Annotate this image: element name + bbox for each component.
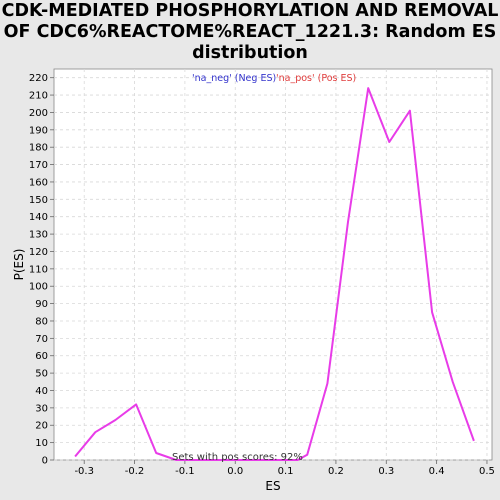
x-tick-label: -0.2 <box>125 466 145 477</box>
y-tick-label: 100 <box>29 282 48 293</box>
y-tick-label: 150 <box>29 195 48 206</box>
y-tick-label: 10 <box>35 438 48 449</box>
x-tick-label: 0.0 <box>227 466 243 477</box>
y-axis-label: P(ES) <box>12 249 26 281</box>
y-tick-label: 50 <box>35 369 48 380</box>
y-tick-label: 210 <box>29 91 48 102</box>
chart-title-line-3: distribution <box>192 43 308 63</box>
x-tick-label: -0.3 <box>74 466 94 477</box>
grid-lines <box>54 69 492 461</box>
y-tick-label: 20 <box>35 421 48 432</box>
y-tick-label: 180 <box>29 143 48 154</box>
axes: 0 10 20 30 40 50 60 70 80 90 100 110 120 130 140 150 160… <box>29 73 495 477</box>
x-tick-label: 0.3 <box>378 466 394 477</box>
x-tick-label: 0.2 <box>328 466 344 477</box>
y-tick-label: 200 <box>29 108 48 119</box>
chart-title-line-2: OF CDC6%REACTOME%REACT_1221.3: Random ES <box>3 22 497 42</box>
legend-entry-na-neg: 'na_neg' (Neg ES) <box>192 73 276 84</box>
series-layer <box>74 87 475 461</box>
y-tick-label: 90 <box>35 299 48 310</box>
legend-entry-na-pos: 'na_pos' (Pos ES) <box>276 73 356 84</box>
y-tick-label: 0 <box>42 456 48 467</box>
y-tick-label: 120 <box>29 247 48 258</box>
chart-title-line-1: CDK-MEDIATED PHOSPHORYLATION AND REMOVAL <box>1 1 499 21</box>
x-tick-label: 0.4 <box>429 466 445 477</box>
pos-score-annotation: Sets with pos scores: 92% <box>172 452 303 463</box>
chart-title: CDK-MEDIATED PHOSPHORYLATION AND REMOVAL… <box>0 1 500 64</box>
y-tick-label: 70 <box>35 334 48 345</box>
y-tick-label: 110 <box>29 264 48 275</box>
y-tick-label: 130 <box>29 230 48 241</box>
legend: 'na_neg' (Neg ES) 'na_pos' (Pos ES) <box>192 73 356 84</box>
series-line <box>74 87 475 461</box>
y-tick-label: 30 <box>35 403 48 414</box>
x-tick-label: 0.5 <box>479 466 495 477</box>
x-axis-label: ES <box>265 479 280 493</box>
y-tick-label: 160 <box>29 177 48 188</box>
x-tick-label: 0.1 <box>278 466 294 477</box>
y-tick-label: 40 <box>35 386 48 397</box>
y-tick-label: 220 <box>29 73 48 84</box>
plot-area <box>53 68 493 461</box>
y-tick-label: 140 <box>29 212 48 223</box>
y-tick-label: 190 <box>29 125 48 136</box>
x-tick-label: -0.1 <box>175 466 195 477</box>
y-tick-label: 80 <box>35 316 48 327</box>
y-tick-label: 170 <box>29 160 48 171</box>
y-tick-label: 60 <box>35 351 48 362</box>
